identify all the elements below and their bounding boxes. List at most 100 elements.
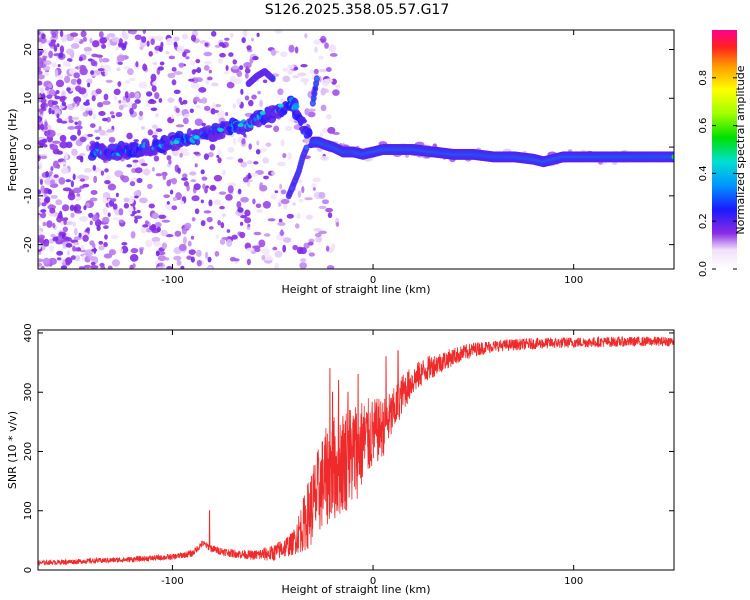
noise-blob	[217, 149, 222, 155]
noise-blob	[154, 92, 160, 100]
noise-blob	[94, 129, 100, 134]
noise-blob	[55, 79, 65, 88]
noise-blob	[244, 95, 250, 101]
noise-blob	[259, 148, 267, 153]
noise-blob	[298, 198, 304, 203]
noise-blob	[103, 93, 109, 101]
noise-blob	[82, 183, 90, 188]
noise-blob	[86, 227, 91, 232]
snr-ytick-label: 0	[23, 567, 34, 573]
noise-blob	[244, 209, 251, 217]
noise-blob	[78, 232, 82, 238]
noise-blob	[232, 59, 238, 65]
noise-blob	[89, 37, 93, 44]
noise-blob	[106, 175, 111, 180]
noise-blob	[321, 199, 330, 205]
noise-blob	[168, 159, 172, 165]
noise-blob	[314, 233, 322, 238]
noise-blob	[128, 195, 135, 204]
noise-blob	[140, 226, 147, 234]
noise-blob	[43, 126, 48, 130]
noise-blob	[205, 251, 209, 259]
noise-blob	[308, 252, 315, 257]
noise-blob	[241, 37, 246, 44]
noise-blob	[185, 56, 190, 60]
noise-blob	[195, 249, 202, 258]
noise-blob	[325, 114, 332, 120]
snr-ylabel: SNR (10 * v/v)	[6, 411, 19, 489]
noise-blob	[175, 124, 185, 128]
colorbar-tick-label: 0.2	[698, 213, 709, 229]
noise-blob	[173, 255, 182, 261]
noise-blob	[274, 262, 280, 269]
noise-blob	[107, 265, 113, 269]
noise-blob	[175, 107, 180, 114]
noise-blob	[67, 125, 76, 130]
noise-blob	[57, 132, 61, 137]
noise-blob	[76, 78, 82, 85]
noise-blob	[181, 33, 189, 40]
noise-blob	[221, 169, 226, 176]
noise-blob	[249, 58, 254, 64]
noise-blob	[139, 45, 144, 51]
noise-blob	[279, 183, 283, 190]
noise-blob	[43, 71, 49, 77]
noise-blob	[98, 31, 104, 38]
noise-blob	[111, 36, 120, 43]
colorbar-tick-label: 0.6	[698, 118, 709, 134]
noise-blob	[252, 56, 259, 61]
noise-blob	[178, 243, 187, 252]
noise-blob	[263, 233, 271, 237]
noise-blob	[41, 202, 47, 207]
noise-blob	[212, 102, 216, 110]
noise-blob	[247, 223, 251, 228]
ridge-blob	[307, 128, 313, 138]
noise-blob	[254, 247, 261, 253]
noise-blob	[200, 169, 205, 175]
noise-blob	[213, 199, 221, 206]
noise-blob	[174, 230, 182, 237]
noise-blob	[195, 59, 201, 64]
noise-blob	[303, 79, 308, 86]
noise-blob	[193, 183, 201, 191]
noise-blob	[148, 203, 155, 209]
noise-blob	[95, 88, 102, 95]
noise-blob	[234, 78, 242, 85]
noise-blob	[91, 53, 99, 58]
noise-blob	[97, 101, 104, 108]
noise-blob	[134, 34, 142, 41]
noise-blob	[42, 221, 47, 227]
noise-blob	[184, 222, 192, 230]
noise-blob	[203, 51, 213, 57]
noise-blob	[231, 234, 238, 240]
noise-blob	[150, 107, 158, 111]
noise-blob	[246, 45, 252, 51]
noise-blob	[48, 257, 57, 266]
noise-blob	[247, 172, 251, 180]
ridge-hotspot	[259, 110, 266, 115]
noise-blob	[189, 171, 197, 176]
noise-blob	[65, 141, 73, 149]
noise-blob	[165, 50, 170, 55]
noise-blob	[178, 96, 183, 103]
noise-blob	[187, 240, 192, 247]
noise-blob	[196, 259, 202, 267]
noise-blob	[107, 41, 111, 48]
noise-blob	[43, 243, 49, 247]
noise-blob	[101, 37, 105, 44]
noise-blob	[118, 99, 122, 104]
colorbar-gradient	[712, 30, 737, 269]
noise-blob	[55, 90, 60, 95]
noise-blob	[244, 217, 252, 224]
noise-blob	[131, 210, 138, 215]
noise-blob	[38, 124, 42, 130]
noise-blob	[313, 39, 321, 45]
noise-blob	[131, 177, 138, 182]
noise-blob	[102, 208, 107, 214]
noise-blob	[202, 183, 206, 190]
noise-blob	[147, 129, 153, 136]
noise-blob	[181, 227, 188, 235]
noise-blob	[112, 203, 118, 210]
noise-blob	[138, 81, 148, 89]
